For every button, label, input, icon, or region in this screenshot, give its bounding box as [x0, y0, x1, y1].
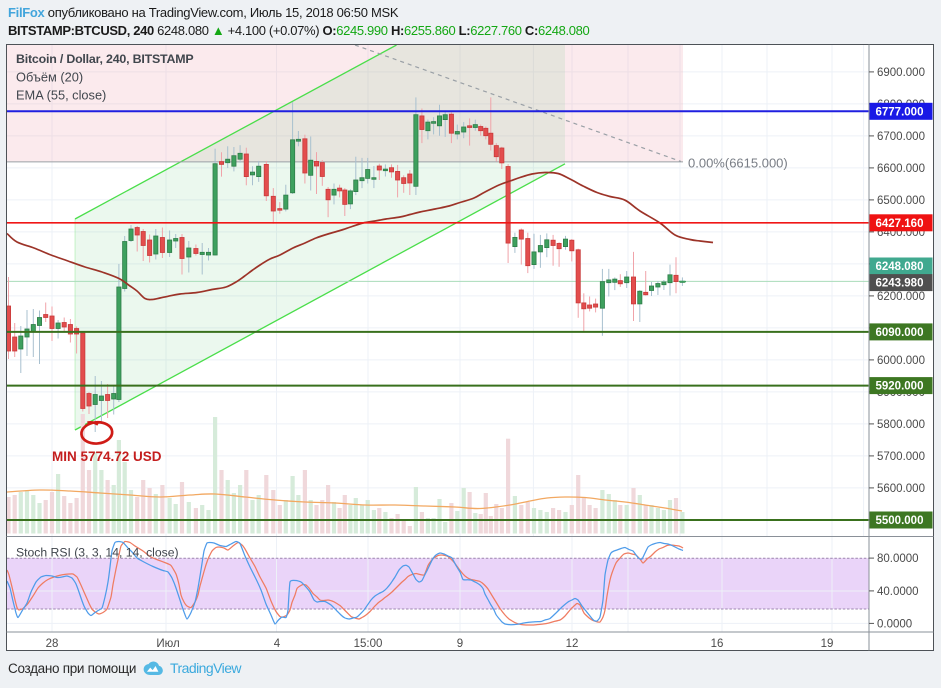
svg-text:0.0000: 0.0000 — [877, 618, 912, 630]
svg-text:5920.000: 5920.000 — [876, 381, 924, 393]
svg-text:6777.000: 6777.000 — [876, 106, 924, 118]
svg-text:6700.000: 6700.000 — [877, 131, 925, 143]
svg-text:EMA (55, close): EMA (55, close) — [16, 88, 106, 103]
svg-text:6900.000: 6900.000 — [877, 67, 925, 79]
svg-text:6248.080: 6248.080 — [876, 261, 924, 273]
svg-text:80.0000: 80.0000 — [877, 553, 919, 565]
svg-text:Июл: Июл — [156, 638, 179, 650]
svg-text:Создано при помощи: Создано при помощи — [8, 661, 136, 676]
svg-text:0.00%(6615.000): 0.00%(6615.000) — [688, 156, 788, 171]
svg-text:5500.000: 5500.000 — [876, 515, 924, 527]
svg-text:MIN 5774.72 USD: MIN 5774.72 USD — [52, 449, 162, 464]
svg-text:12: 12 — [566, 638, 579, 650]
svg-text:TradingView: TradingView — [170, 660, 242, 676]
svg-text:28: 28 — [46, 638, 59, 650]
svg-text:BITSTAMP:BTCUSD, 240 6248.080: BITSTAMP:BTCUSD, 240 6248.080 ▲ +4.100 (… — [8, 23, 589, 38]
svg-text:9: 9 — [457, 638, 463, 650]
svg-text:6600.000: 6600.000 — [877, 163, 925, 175]
svg-text:6090.000: 6090.000 — [876, 327, 924, 339]
svg-text:Bitcoin / Dollar, 240, BITSTAM: Bitcoin / Dollar, 240, BITSTAMP — [16, 52, 193, 66]
svg-text:40.0000: 40.0000 — [877, 586, 919, 598]
svg-text:5800.000: 5800.000 — [877, 419, 925, 431]
svg-text:15:00: 15:00 — [354, 638, 383, 650]
svg-text:6500.000: 6500.000 — [877, 195, 925, 207]
svg-text:Объём (20): Объём (20) — [16, 70, 83, 85]
svg-text:6200.000: 6200.000 — [877, 291, 925, 303]
svg-text:5700.000: 5700.000 — [877, 451, 925, 463]
svg-text:FilFox опубликовано на Trading: FilFox опубликовано на TradingView.com, … — [8, 5, 399, 20]
svg-text:6427.160: 6427.160 — [876, 218, 924, 230]
svg-text:6243.980: 6243.980 — [876, 278, 924, 290]
svg-text:19: 19 — [821, 638, 834, 650]
svg-text:5600.000: 5600.000 — [877, 483, 925, 495]
svg-text:16: 16 — [711, 638, 724, 650]
svg-text:4: 4 — [274, 638, 281, 650]
svg-text:6000.000: 6000.000 — [877, 355, 925, 367]
svg-text:Stoch RSI (3, 3, 14, 14, close: Stoch RSI (3, 3, 14, 14, close) — [16, 546, 179, 560]
